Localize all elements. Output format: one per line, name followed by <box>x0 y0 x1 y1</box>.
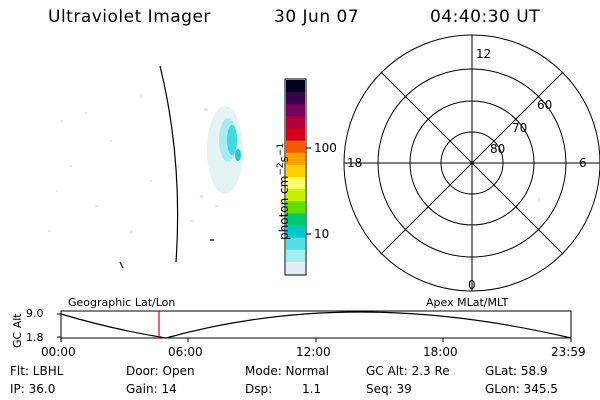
timeline-frame <box>60 310 572 339</box>
colorbar-swatch <box>286 249 305 263</box>
lat-label-60: 60 <box>537 98 553 112</box>
mlt-label-18: 18 <box>347 156 363 170</box>
colorbar-swatch <box>286 116 305 130</box>
timeline-tick-1800: 18:00 <box>423 345 458 359</box>
timeline-y-bottom: 1.8 <box>26 331 44 344</box>
colorbar-swatch <box>286 140 305 154</box>
mode-status: Mode: Normal <box>245 364 329 378</box>
colorbar-frame <box>284 78 307 276</box>
colorbar-label-10: 10 <box>314 227 330 241</box>
dsp-label: Dsp: <box>245 382 273 396</box>
polar-plot <box>343 34 600 292</box>
filter-status: Flt: LBHL <box>10 364 64 378</box>
timeline-left-label: Geographic Lat/Lon <box>68 296 176 309</box>
colorbar-label-100: 100 <box>314 141 337 155</box>
colorbar-swatch <box>286 225 305 239</box>
door-status: Door: Open <box>126 364 195 378</box>
ip-status: IP: 36.0 <box>10 382 56 396</box>
colorbar-swatch <box>286 164 305 178</box>
colorbar-swatch <box>286 152 305 166</box>
altitude-timeline <box>57 310 572 342</box>
colorbar-unit-mid: s <box>277 156 291 163</box>
aurora-hotspot <box>235 149 241 161</box>
timeline-right-label: Apex MLat/MLT <box>426 296 509 309</box>
timeline-tick-2359: 23:59 <box>551 345 586 359</box>
colorbar-swatch <box>286 92 305 105</box>
lat-label-80: 80 <box>490 142 506 156</box>
colorbar-swatch <box>286 177 305 190</box>
mlt-label-6: 6 <box>579 156 587 170</box>
noise-speckles <box>48 95 218 233</box>
glon-status: GLon: 345.5 <box>485 382 558 396</box>
colorbar <box>284 78 311 276</box>
auroral-image <box>48 65 243 269</box>
colorbar-swatch <box>286 201 305 214</box>
colorbar-swatch <box>286 213 305 227</box>
colorbar-swatch <box>286 80 305 93</box>
colorbar-swatch <box>286 237 305 251</box>
time-label: 04:40:30 UT <box>430 7 541 27</box>
glat-status: GLat: 58.9 <box>485 364 548 378</box>
lat-label-70: 70 <box>512 121 528 135</box>
polar-speck <box>538 198 540 201</box>
colorbar-unit-exp1: −2 <box>276 162 286 176</box>
timeline-y-top: 9.0 <box>26 307 44 320</box>
colorbar-unit-exp2: −1 <box>276 142 286 157</box>
colorbar-swatch <box>286 189 305 202</box>
date-label: 30 Jun 07 <box>274 7 360 27</box>
colorbar-swatch <box>286 261 305 275</box>
colorbar-swatch <box>286 128 305 142</box>
aurora-core <box>227 125 237 155</box>
altitude-curve <box>60 311 572 339</box>
gc-alt-status: GC Alt: 2.3 Re <box>366 364 450 378</box>
dsp-value: 1.1 <box>302 382 322 396</box>
mlt-label-12: 12 <box>476 47 492 61</box>
polar-diagonal-2 <box>380 71 564 255</box>
colorbar-unit-prefix: photon cm <box>277 175 291 240</box>
timeline-tick-1200: 12:00 <box>296 345 331 359</box>
mlt-label-0: 0 <box>468 278 476 292</box>
timeline-tick-0600: 06:00 <box>168 345 203 359</box>
limb-fragment <box>119 261 124 269</box>
timeline-ylabel: GC Alt <box>11 313 24 348</box>
colorbar-unit-label: photon cm−2s−1 <box>276 143 291 240</box>
limb-line <box>159 65 179 263</box>
gain-status: Gain: 14 <box>126 382 177 396</box>
timeline-tick-0000: 00:00 <box>41 345 76 359</box>
colorbar-swatch <box>286 104 305 117</box>
seq-status: Seq: 39 <box>366 382 412 396</box>
instrument-title: Ultraviolet Imager <box>48 7 211 27</box>
